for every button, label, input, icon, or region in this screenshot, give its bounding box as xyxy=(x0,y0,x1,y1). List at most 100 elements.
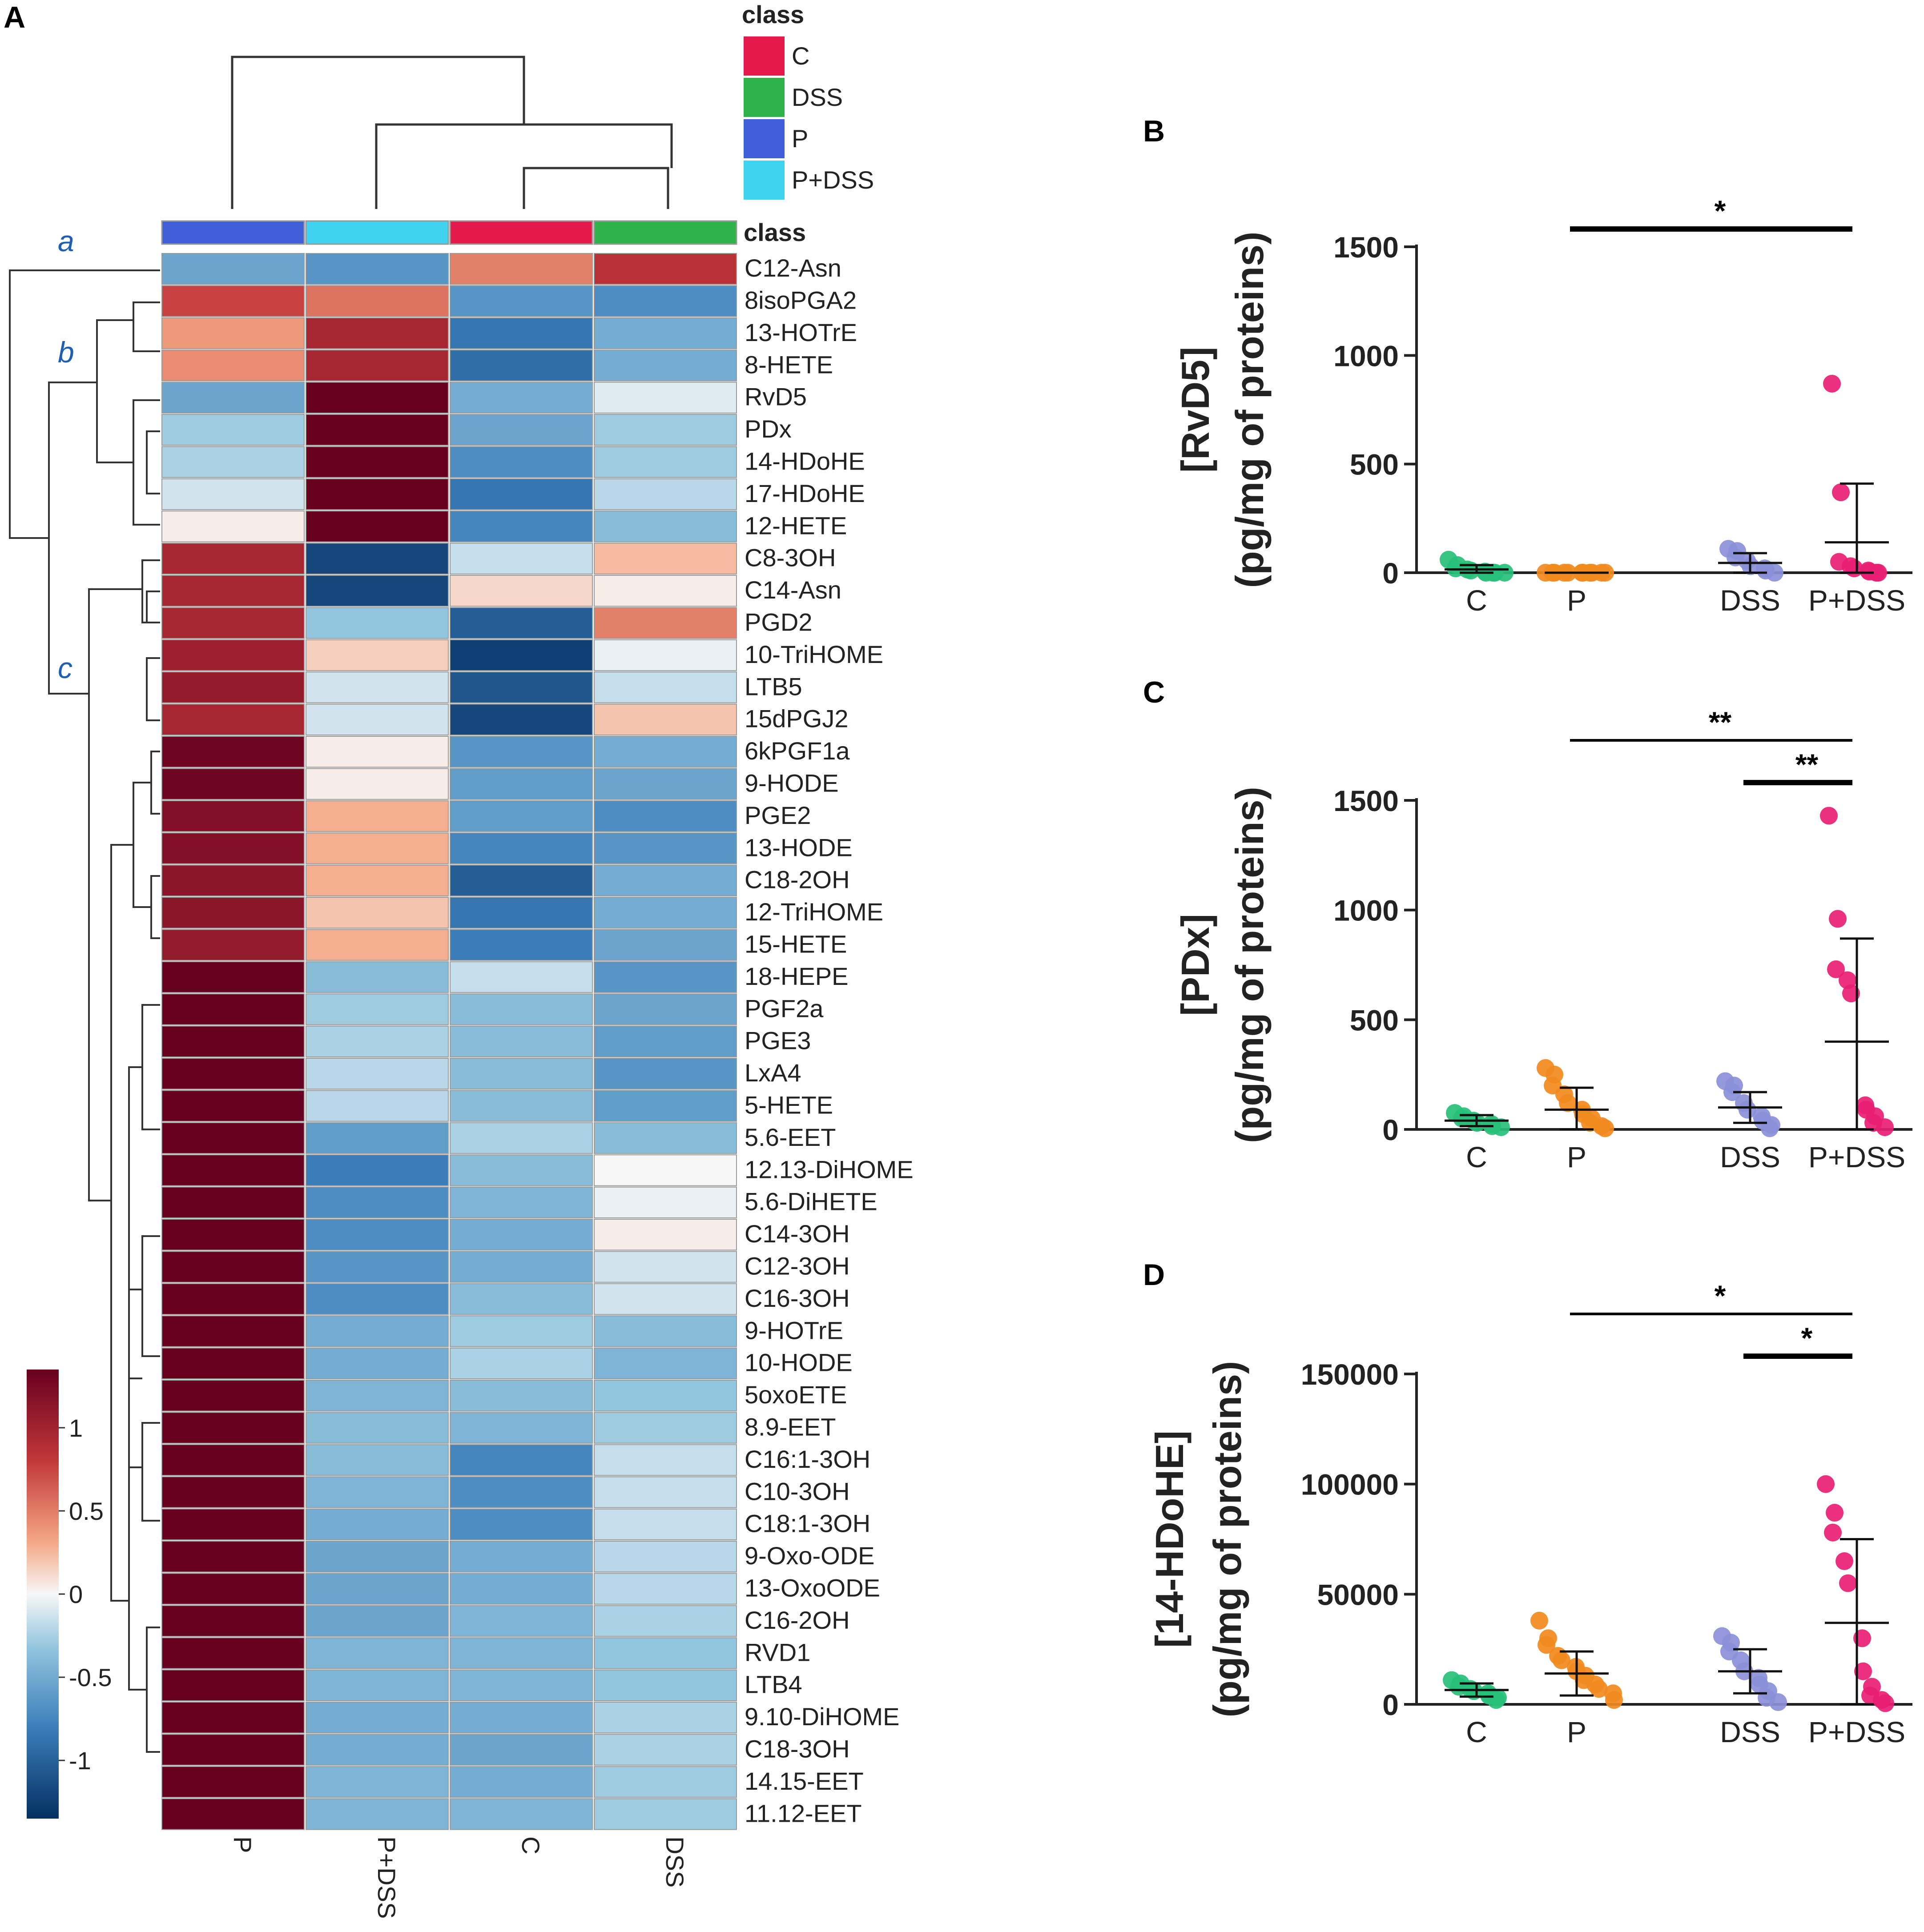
heatmap-cell-pge2-p xyxy=(161,800,305,832)
x-tick-label-dss: DSS xyxy=(1720,1715,1780,1748)
heatmap-cell-17-hdohe-p xyxy=(161,478,305,510)
heatmap-cell-c12-3oh-p xyxy=(161,1251,305,1283)
heatmap-row-label-c8-3oh: C8-3OH xyxy=(745,544,836,572)
data-point-p-dss xyxy=(1829,910,1847,928)
heatmap-row-label-8-hete: 8-HETE xyxy=(745,350,833,378)
heatmap-cell-c16-1-3oh-dss xyxy=(594,1444,737,1476)
heatmap-cell-5oxoete-p xyxy=(161,1380,305,1412)
panel-letter-b: B xyxy=(1143,114,1165,148)
data-point-p-dss xyxy=(1820,807,1838,825)
dendro-row-c-lower-split xyxy=(110,844,133,1602)
heatmap-cell-pdx-p xyxy=(161,414,305,446)
heatmap-cell-c14-asn-c xyxy=(450,575,593,607)
heatmap-cell-5-hete-p xyxy=(161,1090,305,1122)
heatmap-cell-5-6-eet-p xyxy=(161,1122,305,1154)
heatmap-row-label-13-hode: 13-HODE xyxy=(745,833,853,861)
heatmap-cell-c16-3oh-c xyxy=(450,1283,593,1315)
heatmap-cell-rvd1-dss xyxy=(594,1637,737,1669)
heatmap-cell-12-13-dihome-c xyxy=(450,1154,593,1186)
heatmap-cell-pge3-c xyxy=(450,1025,593,1058)
heatmap-cell-15dpgj2-p-dss xyxy=(306,703,449,735)
heatmap-cell-5oxoete-dss xyxy=(594,1380,737,1412)
heatmap-cell-14-15-eet-c xyxy=(450,1766,593,1798)
data-point-p-dss xyxy=(1824,1523,1842,1542)
heatmap-cell-17-hdohe-p-dss xyxy=(306,478,449,510)
heatmap-cell-pge2-dss xyxy=(594,800,737,832)
data-point-dss xyxy=(1723,1083,1741,1101)
heatmap-cell-10-hode-p-dss xyxy=(306,1347,449,1380)
heatmap-cell-c16-3oh-dss xyxy=(594,1283,737,1315)
heatmap-column-label-c: C xyxy=(517,1836,545,1854)
data-point-p xyxy=(1596,1119,1614,1137)
dendro-row-c-mid-leaves xyxy=(150,751,160,939)
x-tick-label-p-dss: P+DSS xyxy=(1808,1141,1905,1173)
heatmap-cell-c18-2oh-dss xyxy=(594,864,737,896)
heatmap-row-label-c14-3oh: C14-3OH xyxy=(745,1220,850,1248)
heatmap-cell-c8-3oh-p-dss xyxy=(306,542,449,574)
dendro-row-c-bottom-leaves xyxy=(141,1004,160,1753)
heatmap-cell-9-oxo-ode-p-dss xyxy=(306,1541,449,1573)
heatmap-cell-13-hotre-p-dss xyxy=(306,317,449,349)
heatmap-cell-pgd2-p xyxy=(161,607,305,639)
legend-label-c: C xyxy=(792,42,809,70)
heatmap-cell-13-hode-p xyxy=(161,832,305,864)
heatmap-cell-c12-asn-p xyxy=(161,253,305,285)
heatmap-cell-9-10-dihome-dss xyxy=(594,1702,737,1734)
heatmap-cell-c8-3oh-c xyxy=(450,542,593,574)
heatmap-cell-13-oxoode-c xyxy=(450,1573,593,1605)
y-tick-label: 500 xyxy=(1350,448,1399,481)
heatmap-cell-12-trihome-p-dss xyxy=(306,897,449,929)
heatmap-cell-c18-3oh-p-dss xyxy=(306,1734,449,1766)
data-point-p xyxy=(1553,1651,1570,1669)
heatmap-cell-ltb4-c xyxy=(450,1669,593,1702)
heatmap-cell-c12-asn-dss xyxy=(594,253,737,285)
heatmap-cell-c12-3oh-dss xyxy=(594,1251,737,1283)
y-tick-label: 1500 xyxy=(1333,784,1399,817)
data-point-p-dss xyxy=(1876,1118,1894,1137)
class-cell-p-dss xyxy=(305,220,449,245)
heatmap-row-label-8-9-eet: 8.9-EET xyxy=(745,1413,836,1441)
class-cell-dss xyxy=(593,220,737,245)
dendro-row-c-mid xyxy=(133,782,151,908)
heatmap-cell-9-hotre-p-dss xyxy=(306,1315,449,1347)
y-tick-label: 100000 xyxy=(1301,1468,1399,1501)
heatmap-cell-8-9-eet-dss xyxy=(594,1412,737,1444)
heatmap-cell-14-15-eet-dss xyxy=(594,1766,737,1798)
heatmap-cell-ltb4-p-dss xyxy=(306,1669,449,1702)
heatmap-row-label-pge2: PGE2 xyxy=(745,801,811,829)
dendro-row-root xyxy=(9,269,160,539)
significance-label-dss-p-dss: ** xyxy=(1795,748,1819,781)
heatmap-cell-ltb5-p-dss xyxy=(306,671,449,703)
heatmap-row-label-11-12-eet: 11.12-EET xyxy=(745,1799,862,1827)
heatmap-cell-10-hode-dss xyxy=(594,1347,737,1380)
cluster-label-a: a xyxy=(58,225,74,257)
heatmap-row-label-c18-3oh: C18-3OH xyxy=(745,1735,850,1763)
heatmap-row-label-12-13-dihome: 12.13-DiHOME xyxy=(745,1155,914,1183)
heatmap-cell-ltb5-c xyxy=(450,671,593,703)
heatmap-cell-c18-1-3oh-p-dss xyxy=(306,1508,449,1541)
heatmap-cell-10-hode-c xyxy=(450,1347,593,1380)
heatmap-cell-15dpgj2-c xyxy=(450,703,593,735)
data-point-c xyxy=(1496,564,1513,582)
heatmap-cell-ltb5-p xyxy=(161,671,305,703)
y-axis-title: [14-HDoHE] xyxy=(1147,1430,1191,1648)
heatmap-cell-ltb4-dss xyxy=(594,1669,737,1702)
heatmap-cell-10-trihome-c xyxy=(450,639,593,671)
heatmap-cell-5-6-eet-p-dss xyxy=(306,1122,449,1154)
data-point-p-dss xyxy=(1832,483,1850,502)
heatmap-cell-8-9-eet-p xyxy=(161,1412,305,1444)
heatmap-cell-c18-3oh-dss xyxy=(594,1734,737,1766)
heatmap-cell-ltb5-dss xyxy=(594,671,737,703)
heatmap-row-label-17-hdohe: 17-HDoHE xyxy=(745,479,865,507)
heatmap-row-label-12-hete: 12-HETE xyxy=(745,511,847,539)
heatmap-cell-14-15-eet-p xyxy=(161,1766,305,1798)
heatmap-row-label-c16-1-3oh: C16:1-3OH xyxy=(745,1445,870,1473)
legend-label-p-dss: P+DSS xyxy=(792,166,874,194)
heatmap-cell-pgf2a-c xyxy=(450,993,593,1025)
heatmap-row-label-9-hode: 9-HODE xyxy=(745,769,839,797)
x-tick-label-p-dss: P+DSS xyxy=(1808,1715,1905,1748)
heatmap-cell-13-hotre-p xyxy=(161,317,305,349)
dendro-row-c-bottom xyxy=(128,1066,147,1691)
colorbar-tick-label: 0.5 xyxy=(69,1497,104,1525)
